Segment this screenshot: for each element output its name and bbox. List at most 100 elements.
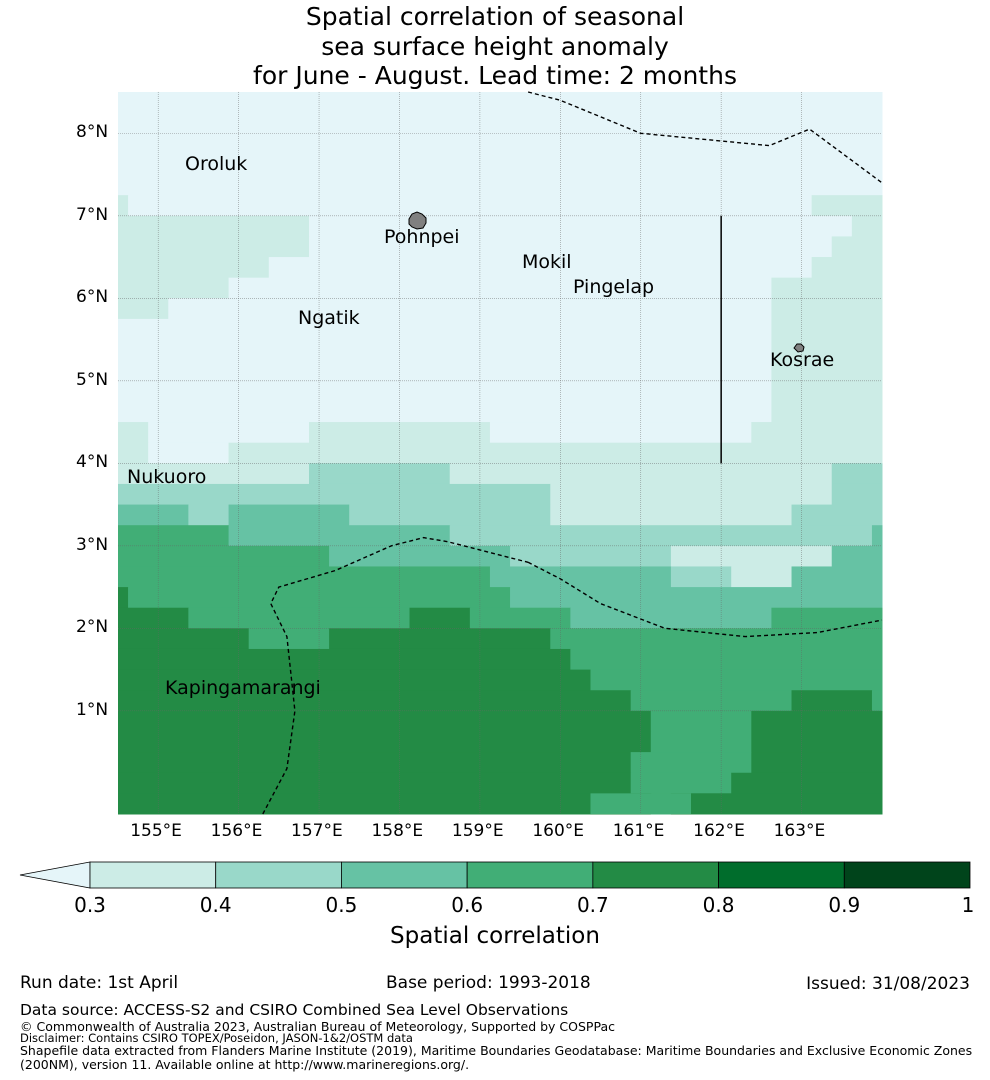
correlation-cell [118, 669, 591, 691]
correlation-cell [570, 607, 772, 629]
y-tick-label: 8°N [76, 122, 109, 143]
x-tick-label: 162°E [693, 821, 745, 841]
shapefile-credit-1: Shapefile data extracted from Flanders M… [20, 1043, 973, 1058]
correlation-cell [510, 545, 672, 567]
correlation-cell [550, 628, 883, 650]
correlation-cell [118, 257, 270, 279]
correlation-cell [118, 463, 310, 485]
shapefile-credit-2: (200NM), version 11. Available online at… [20, 1057, 470, 1072]
correlation-cell [268, 257, 813, 279]
correlation-cell [118, 195, 129, 217]
place-label: Nukuoro [127, 466, 207, 488]
colorbar-extend-arrow [19, 861, 91, 889]
colorbar-swatch [843, 861, 971, 889]
correlation-cell [851, 215, 883, 237]
place-label: Kapingamarangi [165, 677, 321, 699]
y-tick-label: 1°N [76, 699, 109, 720]
correlation-cell [831, 483, 883, 506]
colorbar-swatch [341, 861, 468, 889]
correlation-cell [449, 463, 833, 485]
correlation-cell [118, 545, 330, 567]
colorbar-tick-label: 1 [961, 893, 975, 917]
place-label: Kosrae [770, 349, 835, 371]
correlation-cell [118, 215, 310, 237]
base-period: Base period: 1993-2018 [386, 973, 591, 993]
place-label: Oroluk [185, 153, 248, 175]
y-tick-label: 6°N [76, 287, 109, 308]
correlation-cell [449, 525, 873, 547]
correlation-cell [118, 710, 652, 732]
colorbar-swatch [718, 861, 845, 889]
correlation-cell [118, 566, 491, 588]
correlation-cell [118, 607, 189, 629]
correlation-cell [791, 690, 873, 712]
correlation-cell [248, 628, 330, 650]
x-tick-label: 160°E [532, 821, 585, 841]
colorbar-tick-label: 0.4 [199, 893, 232, 917]
correlation-cell [691, 793, 883, 814]
colorbar-swatch [215, 861, 342, 889]
correlation-cell [118, 690, 632, 712]
pohnpei-island [408, 211, 427, 230]
correlation-cell [811, 257, 883, 279]
copyright: © Commonwealth of Australia 2023, Austra… [20, 1019, 615, 1034]
place-label: Mokil [522, 251, 572, 273]
correlation-cell [791, 504, 883, 526]
correlation-cell [831, 545, 883, 567]
correlation-cell [751, 752, 883, 774]
correlation-cell [118, 318, 772, 423]
place-label: Ngatik [298, 307, 360, 329]
correlation-cell [148, 422, 310, 444]
correlation-cell [309, 236, 833, 258]
correlation-cell [771, 607, 883, 629]
correlation-cell [469, 607, 571, 629]
x-tick-label: 159°E [451, 821, 504, 841]
issued-date: Issued: 31/08/2023 [806, 974, 970, 994]
correlation-cell [309, 463, 451, 485]
colorbar-swatch [466, 861, 594, 889]
title-line-2: sea surface height anomaly [321, 31, 669, 61]
colorbar-swatch [592, 861, 719, 889]
x-tick-label: 158°E [371, 821, 424, 841]
correlation-cell [831, 236, 883, 258]
correlation-cell [349, 504, 551, 526]
x-tick-label: 163°E [773, 821, 826, 841]
island-shapes [408, 211, 805, 353]
correlation-cell [550, 504, 793, 526]
correlation-cell [118, 628, 250, 650]
run-date: Run date: 1st April [20, 973, 179, 993]
correlation-cell [228, 504, 350, 526]
correlation-cell [128, 587, 511, 609]
correlation-cell [811, 195, 883, 217]
y-tick-label: 3°N [76, 534, 109, 555]
eez-boundary-line [262, 536, 529, 815]
correlation-cell [118, 525, 230, 547]
correlation-cell [570, 648, 883, 671]
correlation-cell [329, 628, 551, 650]
y-tick-label: 7°N [76, 204, 109, 225]
correlation-cell [118, 793, 591, 814]
correlation-cell [118, 92, 883, 196]
correlation-cell [670, 545, 833, 567]
colorbar-title: Spatial correlation [390, 923, 600, 949]
correlation-cell [118, 504, 189, 526]
correlation-cell [831, 463, 883, 485]
correlation-cell [168, 298, 772, 320]
correlation-cell [188, 504, 230, 526]
correlation-cell [590, 793, 692, 814]
correlation-cell [751, 442, 883, 464]
correlation-cell [731, 566, 793, 588]
correlation-cells [118, 92, 883, 815]
correlation-cell [791, 566, 883, 588]
y-tick-label: 4°N [76, 452, 109, 473]
title-line-3: for June - August. Lead time: 2 months [253, 61, 737, 90]
correlation-cell [771, 298, 883, 320]
eez-boundary-line [527, 561, 883, 638]
eez-boundary-line [527, 91, 883, 184]
correlation-cell [118, 442, 149, 464]
colorbar-tick-label: 0.8 [702, 893, 735, 917]
correlation-cell [118, 587, 129, 609]
correlation-cell [118, 277, 230, 299]
y-tick-label: 5°N [76, 369, 109, 390]
